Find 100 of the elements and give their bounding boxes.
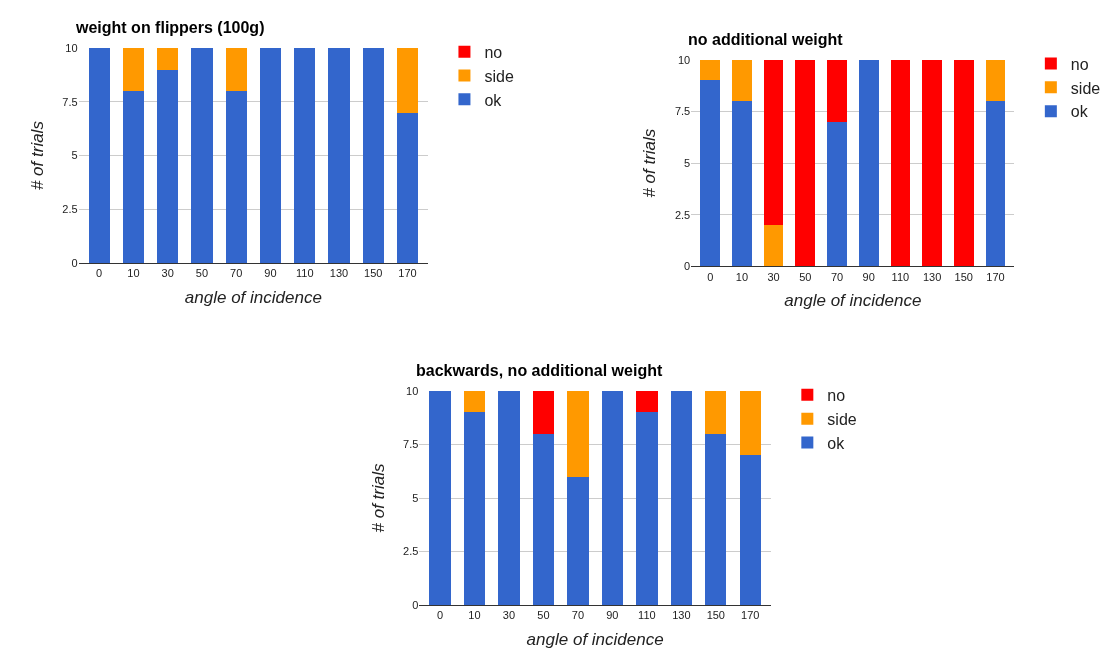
legend-label: ok bbox=[1070, 103, 1089, 121]
x-axis-title: angle of incidence bbox=[526, 629, 664, 649]
x-tick-label: 170 bbox=[741, 609, 760, 622]
x-tick-label: 0 bbox=[436, 609, 444, 622]
legend-label: ok bbox=[484, 91, 503, 109]
bar bbox=[763, 59, 784, 226]
legend-label: no bbox=[827, 387, 846, 405]
y-axis-title: # of trials bbox=[640, 128, 660, 198]
bar bbox=[700, 59, 721, 81]
bar bbox=[157, 47, 179, 70]
bar bbox=[636, 391, 658, 413]
bar bbox=[88, 47, 110, 264]
x-tick-label: 150 bbox=[706, 609, 725, 622]
y-tick-label: 2.5 bbox=[674, 208, 691, 221]
y-tick-label: 0 bbox=[412, 598, 419, 611]
y-tick-label: 7.5 bbox=[674, 105, 691, 118]
bar bbox=[795, 59, 816, 267]
bar bbox=[985, 59, 1006, 102]
bar bbox=[532, 391, 555, 434]
y-tick-label: 5 bbox=[71, 149, 78, 162]
bar bbox=[328, 47, 350, 264]
bar bbox=[953, 59, 974, 267]
x-tick-label: 150 bbox=[954, 270, 973, 283]
bar bbox=[922, 59, 942, 267]
x-tick-label: 90 bbox=[862, 270, 875, 283]
bar bbox=[532, 433, 555, 605]
y-tick-label: 5 bbox=[684, 156, 691, 169]
y-tick-label: 5 bbox=[412, 491, 419, 504]
bar bbox=[396, 112, 419, 264]
bar bbox=[670, 391, 693, 605]
x-tick-label: 130 bbox=[672, 609, 691, 622]
bar bbox=[157, 69, 179, 264]
x-tick-label: 30 bbox=[502, 609, 516, 622]
x-tick-label: 110 bbox=[638, 609, 656, 622]
bar bbox=[429, 391, 451, 605]
bar bbox=[732, 101, 752, 267]
bar bbox=[739, 455, 761, 605]
x-tick-label: 50 bbox=[799, 270, 812, 283]
x-tick-label: 0 bbox=[707, 270, 714, 283]
x-tick-label: 130 bbox=[922, 270, 942, 283]
y-tick-label: 10 bbox=[677, 53, 691, 66]
bar bbox=[225, 91, 247, 264]
y-tick-label: 7.5 bbox=[403, 438, 419, 451]
x-tick-label: 30 bbox=[161, 267, 174, 280]
bar bbox=[636, 412, 658, 605]
x-tick-label: 10 bbox=[127, 267, 140, 280]
y-tick-label: 2.5 bbox=[62, 203, 78, 216]
x-tick-label: 90 bbox=[264, 267, 277, 280]
legend-label: side bbox=[1070, 79, 1101, 97]
y-axis-title: # of trials bbox=[27, 120, 47, 191]
y-tick-label: 10 bbox=[65, 41, 78, 54]
bar bbox=[498, 391, 520, 605]
x-tick-label: 10 bbox=[468, 609, 481, 622]
legend-label: no bbox=[1070, 55, 1089, 73]
bar bbox=[705, 433, 727, 605]
bar bbox=[259, 47, 282, 264]
bar bbox=[763, 225, 784, 267]
legend-label: ok bbox=[827, 434, 846, 452]
bar bbox=[567, 476, 589, 605]
y-axis-title: # of trials bbox=[368, 463, 388, 533]
bar bbox=[191, 47, 213, 264]
bar bbox=[732, 59, 752, 102]
bar bbox=[396, 47, 419, 113]
bar bbox=[739, 391, 761, 456]
x-tick-label: 90 bbox=[606, 609, 619, 622]
x-axis-title: angle of incidence bbox=[784, 291, 922, 311]
chart-title: no additional weight bbox=[688, 31, 844, 48]
x-tick-label: 70 bbox=[830, 270, 844, 283]
legend-label: side bbox=[827, 410, 857, 428]
y-tick-label: 10 bbox=[406, 384, 419, 397]
bar bbox=[827, 59, 847, 122]
y-tick-label: 2.5 bbox=[403, 545, 419, 558]
x-tick-label: 50 bbox=[537, 609, 550, 622]
x-tick-label: 70 bbox=[571, 609, 585, 622]
bar bbox=[601, 391, 624, 605]
x-tick-label: 70 bbox=[230, 267, 243, 280]
x-tick-label: 110 bbox=[295, 267, 314, 280]
x-axis-title: angle of incidence bbox=[184, 287, 322, 307]
bar bbox=[362, 47, 384, 264]
bar bbox=[985, 101, 1006, 267]
bar bbox=[567, 391, 589, 477]
bar bbox=[890, 59, 911, 267]
bar bbox=[463, 412, 486, 605]
x-tick-label: 10 bbox=[735, 270, 749, 283]
bar bbox=[122, 91, 145, 264]
legend-label: no bbox=[484, 44, 503, 61]
x-tick-label: 170 bbox=[986, 270, 1005, 283]
bar bbox=[294, 47, 316, 264]
x-tick-label: 130 bbox=[329, 267, 349, 280]
y-tick-label: 7.5 bbox=[62, 95, 78, 108]
legend-label: side bbox=[484, 67, 514, 85]
bar bbox=[122, 47, 145, 92]
bar bbox=[827, 121, 847, 267]
x-tick-label: 0 bbox=[96, 267, 103, 280]
bar bbox=[858, 59, 879, 267]
bar bbox=[705, 391, 727, 434]
bar bbox=[463, 391, 486, 413]
x-tick-label: 30 bbox=[767, 270, 780, 283]
chart-title: weight on flippers (100g) bbox=[75, 19, 265, 36]
x-tick-label: 150 bbox=[364, 267, 383, 280]
